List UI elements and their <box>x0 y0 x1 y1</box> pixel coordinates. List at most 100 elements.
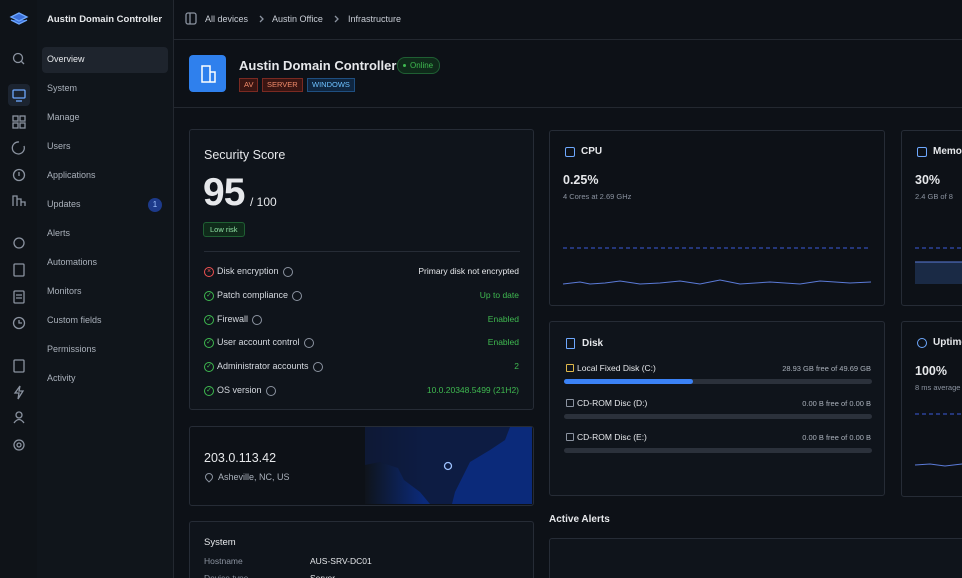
check-label: Patch compliance <box>217 289 289 300</box>
help-icon[interactable] <box>283 267 293 277</box>
metric-icon <box>917 338 927 348</box>
metric-value: 0.25% <box>563 173 599 187</box>
metric-detail: 2.4 GB of 8 <box>915 192 953 201</box>
location-card: 203.0.113.42 Asheville, NC, US <box>189 426 534 506</box>
help-icon[interactable] <box>292 290 302 301</box>
check-icon: ✓ <box>204 386 214 396</box>
active-icon-bg <box>8 84 30 106</box>
settings-icon[interactable] <box>13 237 25 249</box>
search-icon[interactable] <box>12 52 24 64</box>
panel-toggle[interactable] <box>185 12 197 25</box>
check-label: Administrator accounts <box>217 361 309 372</box>
divider <box>174 39 962 40</box>
field-label: Device type <box>204 573 249 578</box>
drive-bar-track <box>564 448 872 453</box>
metric-detail: 8 ms average <box>915 383 961 392</box>
check-value: Up to date <box>479 289 519 300</box>
pin-icon <box>203 471 215 483</box>
history-icon[interactable] <box>12 316 26 330</box>
nav-item[interactable]: Users <box>47 141 71 151</box>
nav-item[interactable]: Permissions <box>47 344 97 354</box>
system-card: System Hostname AUS-SRV-DC01 Device type Ser… <box>189 521 534 578</box>
cpu-sparkline <box>562 279 872 285</box>
help-icon[interactable] <box>266 386 276 396</box>
divider <box>204 251 520 252</box>
user-icon[interactable] <box>15 411 23 419</box>
check-label: Disk encryption <box>217 266 279 276</box>
check-value: 10.0.20348.5499 (21H2) <box>426 385 519 395</box>
security-card: Security Score 95 / 100 Low risk × Disk encry… <box>189 129 534 410</box>
report-icon[interactable] <box>13 359 25 373</box>
check-value: Enabled <box>487 337 519 348</box>
side-nav <box>37 0 174 578</box>
chart-icon[interactable] <box>12 195 26 206</box>
grid-icon[interactable] <box>12 115 19 122</box>
check-value: Primary disk not encrypted <box>418 266 519 276</box>
nav-item[interactable]: Alerts <box>47 228 71 238</box>
metric-title: Memory <box>933 146 962 157</box>
drive-name: Local Fixed Disk (C:) <box>577 363 656 373</box>
drive-usage: 0.00 B free of 0.00 B <box>802 433 871 442</box>
metric-detail: 4 Cores at 2.69 GHz <box>563 192 632 201</box>
device-name: Austin Domain Controller <box>239 58 397 73</box>
drive-icon <box>566 433 574 441</box>
device-icon[interactable] <box>12 89 26 99</box>
script-icon[interactable] <box>13 263 25 277</box>
breadcrumb-item[interactable]: Infrastructure <box>348 14 402 24</box>
help-icon[interactable] <box>313 362 323 373</box>
drive-usage: 28.93 GB free of 49.69 GB <box>782 364 871 373</box>
device-avatar <box>189 55 226 92</box>
nav-item[interactable]: Updates <box>47 199 81 209</box>
bolt-icon[interactable] <box>13 385 25 400</box>
check-icon: ✓ <box>204 362 214 373</box>
metric-card <box>901 130 962 306</box>
logo <box>9 12 29 25</box>
drive-name: CD-ROM Disc (D:) <box>577 397 648 408</box>
alert-icon[interactable] <box>12 168 26 182</box>
check-label: User account control <box>217 337 300 348</box>
section-title: Active Alerts <box>549 514 610 525</box>
nav-item[interactable]: Automations <box>47 257 98 267</box>
sync-icon[interactable] <box>11 141 25 155</box>
nav-item[interactable]: Activity <box>47 373 76 383</box>
tag: SERVER <box>262 78 303 92</box>
card-title: Disk <box>582 338 604 349</box>
card-title: System <box>204 537 236 548</box>
breadcrumb-separators <box>259 15 339 23</box>
metric-title: Uptime <box>933 337 962 348</box>
app-title: Austin Domain Controller <box>47 14 163 25</box>
breadcrumb-item[interactable]: Austin Office <box>272 14 323 24</box>
check-icon: ✓ <box>204 314 214 325</box>
nav-item[interactable]: Monitors <box>47 286 82 296</box>
metric-value: 30% <box>915 173 941 187</box>
metric-icon <box>566 338 575 349</box>
nav-badge: 1 <box>148 198 162 212</box>
metric-title: CPU <box>581 146 603 157</box>
ip-address: 203.0.113.42 <box>204 451 277 465</box>
status-dot <box>403 64 406 67</box>
check-icon: ✓ <box>204 290 214 301</box>
field-value: Server <box>310 573 336 578</box>
drive-usage: 0.00 B free of 0.00 B <box>802 398 871 408</box>
help-icon[interactable] <box>304 338 314 349</box>
nav-item[interactable]: System <box>47 83 78 93</box>
status-pill: Online <box>397 57 441 74</box>
doc-icon[interactable] <box>13 290 25 304</box>
nav-item[interactable]: Overview <box>47 54 85 64</box>
score-max: / 100 <box>250 195 277 209</box>
check-value: 2 <box>514 361 519 372</box>
memory-area <box>915 262 962 284</box>
map-land <box>365 427 510 504</box>
metric-value: 100% <box>915 364 947 378</box>
uptime-sparkline <box>914 463 962 467</box>
nav-item[interactable]: Manage <box>47 112 80 122</box>
nav-active <box>42 47 168 73</box>
breadcrumb-item[interactable]: All devices <box>205 14 249 24</box>
gear-icon[interactable] <box>13 439 25 451</box>
drive-name: CD-ROM Disc (E:) <box>577 432 647 442</box>
nav-item[interactable]: Applications <box>47 170 96 180</box>
alerts-card <box>549 538 962 578</box>
nav-item[interactable]: Custom fields <box>47 315 102 325</box>
help-icon[interactable] <box>252 314 262 325</box>
